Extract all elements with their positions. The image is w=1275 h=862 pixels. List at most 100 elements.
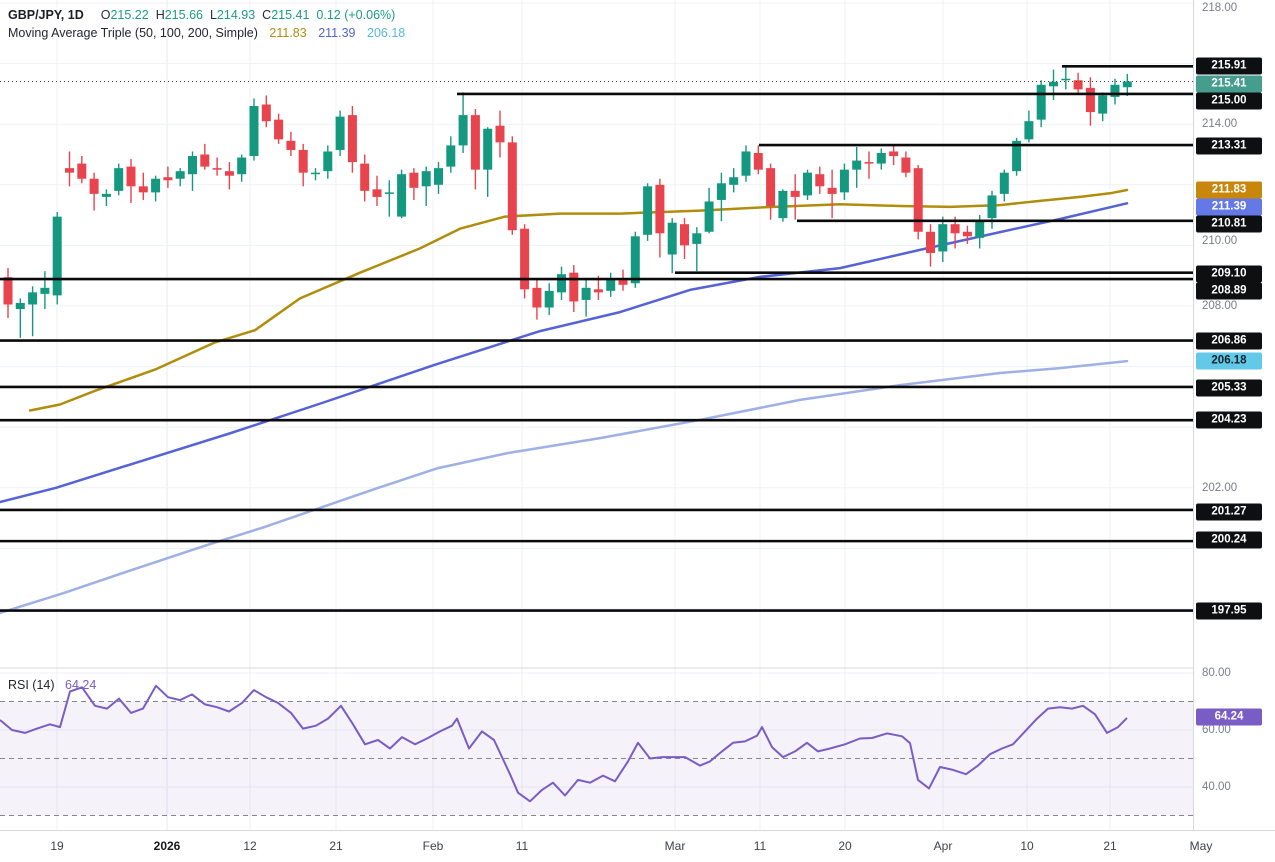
price-axis-label: 202.00	[1202, 482, 1238, 494]
ma-indicator-legend: Moving Average Triple (50, 100, 200, Sim…	[8, 26, 405, 40]
candle-down	[926, 231, 935, 253]
candle-up	[52, 216, 62, 296]
candle-up	[544, 290, 554, 308]
candle-up	[114, 168, 124, 191]
candle-down	[360, 163, 370, 191]
time-axis-label: 12	[243, 839, 257, 853]
candle-down	[212, 168, 222, 170]
candle-up	[483, 128, 493, 170]
candle-up	[1012, 140, 1022, 172]
time-axis-label: Feb	[422, 839, 444, 853]
candle-down	[89, 178, 99, 194]
price-badge-black: 208.89	[1196, 282, 1262, 300]
high-label: H	[155, 8, 165, 22]
candle-down	[77, 163, 87, 179]
candle-up	[335, 116, 345, 150]
ma200-line	[0, 359, 1129, 615]
candle-up	[40, 287, 50, 294]
symbol-title[interactable]: GBP/JPY, 1D	[8, 8, 84, 22]
candle-up	[987, 195, 997, 219]
candle-up	[852, 160, 862, 170]
close-label: C	[262, 8, 272, 22]
candle-down	[618, 280, 628, 285]
candle-up	[975, 219, 985, 238]
candle-up	[397, 174, 407, 217]
candle-down	[827, 187, 837, 194]
candle-up	[237, 157, 247, 175]
candle-down	[569, 272, 579, 302]
time-axis-label: Mar	[664, 839, 686, 853]
candle-down	[470, 115, 480, 170]
price-axis-label: 208.00	[1202, 300, 1238, 312]
candle-up	[421, 171, 431, 187]
candle-down	[274, 119, 284, 140]
candle-down	[261, 104, 271, 122]
change-value: 0.12 (+0.06%)	[316, 8, 396, 22]
candle-up	[643, 186, 653, 235]
price-badge-rsi: 64.24	[1196, 708, 1262, 726]
price-badge-black: 209.10	[1196, 265, 1262, 283]
time-axis-label: 10	[1020, 839, 1034, 853]
candle-down	[298, 149, 308, 173]
candle-down	[950, 224, 960, 234]
candle-down	[680, 224, 689, 246]
ma100-value: 211.39	[318, 26, 356, 40]
candle-down	[864, 162, 874, 164]
candle-up	[839, 169, 849, 193]
price-axis-label: 40.00	[1202, 781, 1231, 793]
symbol-legend: GBP/JPY, 1D O215.22 H215.66 L214.93 C215.41 0…	[8, 8, 395, 22]
candle-down	[913, 168, 923, 232]
candle-down	[224, 171, 234, 176]
close-value: 215.41	[271, 8, 310, 22]
candle-down	[409, 172, 419, 188]
price-axis-label: 80.00	[1202, 667, 1231, 679]
candle-up	[581, 287, 591, 300]
ma100-line	[0, 202, 1129, 504]
candle-down	[507, 142, 517, 231]
candle-up	[667, 222, 677, 255]
rsi-indicator-title[interactable]: RSI (14)	[8, 678, 55, 692]
candle-up	[557, 274, 566, 293]
price-axis-label: 218.00	[1202, 2, 1238, 14]
candle-up	[876, 152, 886, 164]
candle-down	[815, 174, 825, 187]
price-badge-black: 204.23	[1196, 411, 1262, 429]
rsi-line	[0, 684, 1128, 803]
candle-up	[151, 178, 161, 193]
price-badge-black: 215.91	[1196, 57, 1262, 75]
candle-up	[630, 236, 640, 284]
price-badge-black: 200.24	[1196, 531, 1262, 549]
time-axis-label: 21	[329, 839, 343, 853]
price-badge-black: 205.33	[1196, 379, 1262, 397]
candle-up	[175, 171, 185, 179]
candle-down	[655, 184, 665, 234]
candle-up	[458, 115, 468, 146]
candle-down	[520, 228, 530, 290]
candle-up	[1049, 81, 1058, 87]
candle-up	[249, 106, 259, 157]
candle-down	[495, 125, 505, 143]
price-axis-label: 210.00	[1202, 235, 1238, 247]
price-badge-ma200: 206.18	[1196, 352, 1262, 370]
price-badge-black: 197.95	[1196, 602, 1262, 620]
price-badge-black: 213.31	[1196, 137, 1262, 155]
time-axis-label: May	[1189, 839, 1213, 853]
time-axis-label: 11	[515, 839, 529, 853]
candle-up	[1122, 81, 1132, 88]
time-axis[interactable]: 19 2026 12 21 Feb 11 Mar 11 20 Apr 10 21 May	[0, 830, 1275, 862]
ma-indicator-title[interactable]: Moving Average Triple (50, 100, 200, Sim…	[8, 26, 258, 40]
candle-up	[15, 302, 25, 310]
open-label: O	[100, 8, 111, 22]
candle-up	[311, 172, 320, 175]
candle-down	[1085, 87, 1095, 113]
price-axis[interactable]: 218.00 214.00 210.00 208.00 202.00 80.00 60.00…	[1193, 0, 1275, 830]
candle-down	[1073, 80, 1083, 90]
time-axis-label: 2026	[153, 839, 181, 853]
candle-down	[200, 154, 210, 167]
open-value: 215.22	[110, 8, 149, 22]
candle-up	[741, 151, 751, 176]
candle-down	[766, 168, 776, 207]
ma50-value: 211.83	[269, 26, 307, 40]
